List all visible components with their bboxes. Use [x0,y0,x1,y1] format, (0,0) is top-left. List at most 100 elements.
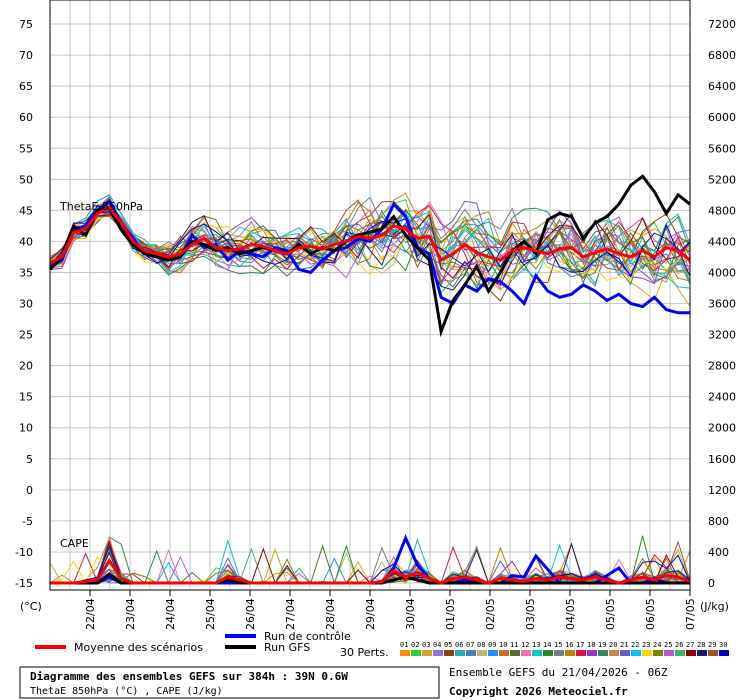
footer-subtitle: ThetaE 850hPa (°C) , CAPE (J/kg) [30,686,223,697]
perturbation-number: 25 [664,641,672,649]
right-tick-label: 6800 [708,49,736,62]
perturbation-swatch [543,650,553,656]
perturbation-swatch [598,650,608,656]
perturbation-number: 27 [686,641,694,649]
right-tick-label: 2400 [708,391,736,404]
x-tick-label: 26/04 [244,598,257,630]
footer-box [19,666,440,699]
x-tick-label: 27/04 [284,598,297,630]
copyright: Copyright 2026 Meteociel.fr [449,685,628,698]
perturbation-swatch [433,650,443,656]
left-tick-label: 30 [19,298,33,311]
left-tick-label: 55 [19,142,33,155]
right-tick-label: 6400 [708,80,736,93]
perturbation-number: 03 [422,641,430,649]
perturbation-number: 21 [620,641,628,649]
right-tick-label: 2000 [708,422,736,435]
perturbation-legend: 01 02 03 04 05 06 07 08 09 10 11 12 13 14 15 16 17 18 19 20… [400,641,729,656]
perturbation-swatch [532,650,542,656]
right-tick-label: 5600 [708,142,736,155]
perturbation-swatch [609,650,619,656]
perturbation-number: 01 [400,641,408,649]
perturbation-number: 10 [499,641,507,649]
right-axis-ticks: 0 400 800 1200 1600 2000 2400 2800 3200 3600 4000 4… [708,18,736,590]
right-tick-label: 4000 [708,266,736,279]
perturbation-swatch [455,650,465,656]
perturbation-swatch [400,650,410,656]
perturbation-swatch [642,650,652,656]
x-tick-label: 30/04 [404,598,417,630]
x-tick-label: 28/04 [324,598,337,630]
theta-mean-line [49,205,691,265]
plot-frame [49,0,691,591]
x-tick-label: 01/05 [444,598,457,630]
right-tick-label: 3600 [708,298,736,311]
perturbation-number: 26 [675,641,683,649]
perturbation-swatch [686,650,696,656]
left-tick-label: 10 [19,422,33,435]
left-tick-label: 0 [26,484,33,497]
x-tick-label: 22/04 [84,598,97,630]
perturbation-swatch [488,650,498,656]
left-tick-label: 35 [19,266,33,279]
perturbation-number: 04 [433,641,441,649]
perturbation-swatch [499,650,509,656]
perturbation-swatch [510,650,520,656]
perturbation-swatch [664,650,674,656]
left-tick-label: 40 [19,235,33,248]
right-tick-label: 0 [708,577,715,590]
right-tick-label: 400 [708,546,729,559]
legend-gfs-label: Run GFS [264,641,310,654]
perturbation-swatch [466,650,476,656]
run-info: Ensemble GEFS du 21/04/2026 - 06Z [449,666,668,679]
perturbation-swatch [422,650,432,656]
right-tick-label: 7200 [708,18,736,31]
perturbation-number: 09 [488,641,496,649]
perturbation-number: 11 [510,641,518,649]
theta-perturbation-line [49,205,691,278]
left-tick-label: 65 [19,80,33,93]
x-tick-label: 25/04 [204,598,217,630]
left-tick-label: 45 [19,204,33,217]
perturbation-number: 12 [521,641,529,649]
perturbation-number: 16 [565,641,573,649]
perturbation-swatch [521,650,531,656]
perturbation-number: 13 [532,641,540,649]
perturbation-number: 08 [477,641,485,649]
theta-panel-label: ThetaE 850hPa [59,200,143,213]
perturbation-number: 23 [642,641,650,649]
right-tick-label: 1600 [708,453,736,466]
x-tick-label: 07/05 [684,598,697,630]
cape-mean-line [50,557,691,585]
perturbation-number: 02 [411,641,419,649]
left-tick-label: 20 [19,360,33,373]
x-tick-label: 23/04 [124,598,137,630]
left-tick-label: 75 [19,18,33,31]
left-axis-ticks: -15-10-505101520253035404550556065707580 [15,18,33,590]
perturbation-number: 29 [708,641,716,649]
perturbation-swatch [653,650,663,656]
perturbation-swatch [697,650,707,656]
left-tick-label: 70 [19,49,33,62]
x-tick-label: 03/05 [524,598,537,630]
perturbation-swatch [620,650,630,656]
perturbation-number: 15 [554,641,562,649]
main-lines [48,174,691,585]
x-axis-labels: 22/04 23/04 24/04 25/04 26/04 27/04 28/04 29/04… [84,590,697,630]
perturbation-swatch [675,650,685,656]
left-tick-label: 15 [19,391,33,404]
x-tick-label: 24/04 [164,598,177,630]
theta-gfs-line [48,174,691,338]
perturbation-swatch [587,650,597,656]
perturbation-number: 20 [609,641,617,649]
perturbation-swatch [631,650,641,656]
left-tick-label: -10 [15,546,33,559]
x-tick-label: 06/05 [644,598,657,630]
x-tick-label: 05/05 [604,598,617,630]
right-unit-label: (J/kg) [700,600,729,613]
perturbation-swatch [576,650,586,656]
theta-perturbation-line [49,196,691,288]
perturbation-number: 28 [697,641,705,649]
left-tick-label: 25 [19,329,33,342]
left-tick-label: 60 [19,111,33,124]
